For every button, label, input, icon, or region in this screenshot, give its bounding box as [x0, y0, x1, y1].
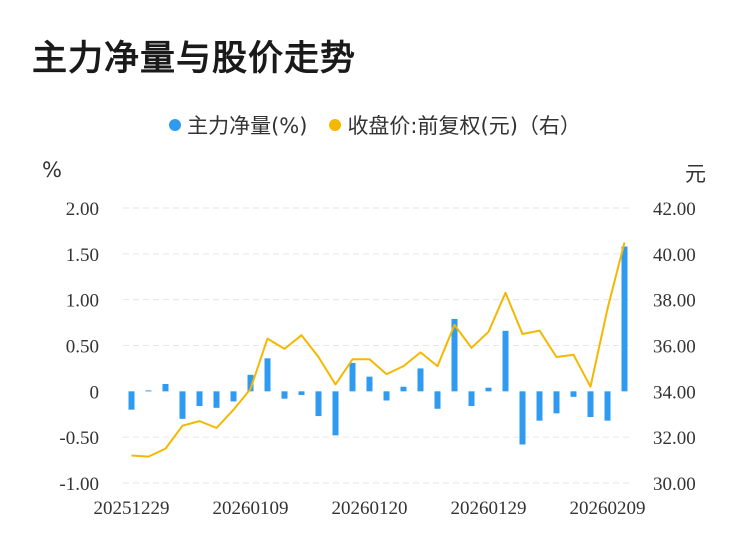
- left-tick-label: 0: [90, 382, 100, 403]
- net-volume-bar: [349, 362, 356, 392]
- net-volume-bar: [281, 391, 288, 399]
- net-volume-bar: [145, 390, 152, 392]
- legend-label-close-price: 收盘价:前复权(元)（右）: [347, 114, 581, 138]
- chart-title: 主力净量与股价走势: [32, 39, 357, 79]
- x-tick-label: 20260129: [451, 498, 527, 519]
- left-tick-label: -1.00: [59, 474, 99, 495]
- net-volume-bar: [247, 374, 254, 392]
- net-volume-bar: [621, 246, 628, 392]
- left-tick-label: 2.00: [66, 199, 99, 220]
- x-tick-label: 20251229: [94, 498, 170, 519]
- legend-dot-line: [329, 119, 342, 131]
- legend-item-close-price[interactable]: 收盘价:前复权(元)（右）: [329, 110, 581, 140]
- net-volume-bar: [400, 386, 407, 392]
- x-tick-label: 20260109: [213, 498, 289, 519]
- net-volume-bar: [315, 391, 322, 417]
- net-volume-bar: [519, 391, 526, 445]
- x-tick-label: 20260120: [332, 498, 408, 519]
- right-tick-label: 34.00: [653, 382, 696, 403]
- x-tick-label: 20260209: [570, 498, 646, 519]
- net-volume-bar: [298, 391, 305, 395]
- right-tick-label: 42.00: [653, 199, 696, 220]
- net-volume-bar: [162, 384, 169, 392]
- net-volume-bar: [485, 387, 492, 392]
- close-price-line: [131, 242, 626, 458]
- net-volume-bar: [213, 391, 220, 408]
- legend: 主力净量(%) 收盘价:前复权(元)（右）: [0, 110, 750, 140]
- net-volume-bar: [468, 391, 475, 406]
- net-volume-bar: [536, 391, 543, 421]
- net-volume-bar: [366, 376, 373, 392]
- left-tick-label: 1.00: [66, 291, 99, 312]
- net-volume-bar: [332, 391, 339, 436]
- legend-item-net-volume[interactable]: 主力净量(%): [169, 110, 307, 140]
- net-volume-bar: [264, 358, 271, 392]
- right-tick-label: 40.00: [653, 245, 696, 266]
- net-volume-bar: [553, 391, 560, 414]
- net-volume-bar: [502, 330, 509, 392]
- net-volume-bar: [587, 391, 594, 417]
- net-volume-bar: [196, 391, 203, 406]
- net-volume-bar: [383, 391, 390, 401]
- left-tick-label: 1.50: [66, 245, 99, 266]
- net-volume-bar: [451, 318, 458, 392]
- net-volume-bar: [417, 368, 424, 392]
- legend-dot-bar: [169, 119, 182, 131]
- right-axis-unit: 元: [685, 162, 706, 186]
- left-axis-unit: %: [42, 158, 62, 182]
- left-tick-label: 0.50: [66, 337, 99, 358]
- net-volume-bar: [604, 391, 611, 421]
- left-tick-label: -0.50: [59, 428, 99, 449]
- net-volume-bar: [570, 391, 577, 397]
- legend-label-net-volume: 主力净量(%): [187, 114, 308, 138]
- right-tick-label: 38.00: [653, 291, 696, 312]
- right-tick-label: 36.00: [653, 337, 696, 358]
- net-volume-bar: [179, 391, 186, 419]
- right-tick-label: 30.00: [653, 474, 696, 495]
- net-volume-bar: [128, 391, 135, 410]
- net-volume-bar: [434, 391, 441, 409]
- net-volume-bar: [230, 391, 237, 402]
- right-tick-label: 32.00: [653, 428, 696, 449]
